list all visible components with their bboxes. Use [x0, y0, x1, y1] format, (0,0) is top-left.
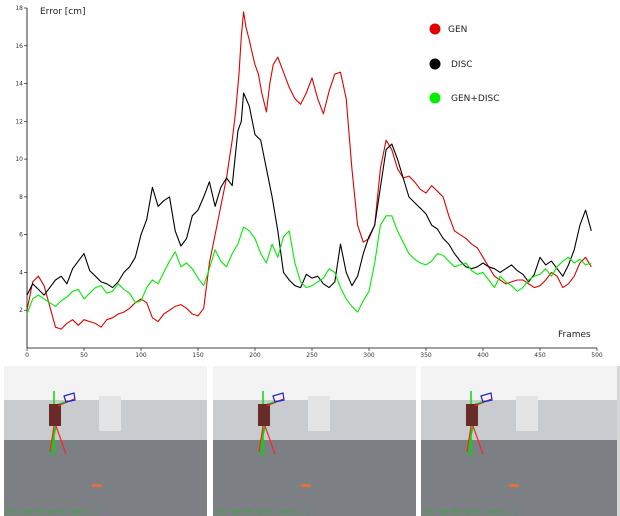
- x-tick-label: 100: [135, 352, 147, 359]
- x-tick-label: 250: [306, 352, 318, 359]
- video-frame-1: File: Frame 170 : part 4 : camera 1 : 1: [4, 366, 207, 516]
- series-line-disc: [26, 92, 592, 296]
- frame-overlay-text-1: File: Frame 170 : part 4 : camera 1 : 1: [6, 509, 101, 514]
- y-tick-label: 10: [15, 156, 23, 163]
- legend-label-gen-disc: GEN+DISC: [451, 94, 500, 104]
- chart-ticks: 0 50 100 150 200 250 300 350 400 450 500 2 4 6 8 10 12 14…: [15, 5, 603, 359]
- x-axis-label: Frames: [558, 330, 591, 340]
- legend-label-disc: DISC: [451, 60, 473, 70]
- error-line-chart: 0 50 100 150 200 250 300 350 400 450 500 2 4 6 8 10 12 14…: [15, 5, 603, 359]
- y-tick-label: 6: [19, 232, 23, 239]
- y-tick-label: 12: [15, 118, 23, 125]
- series-line-gen: [26, 11, 592, 330]
- chart-series-lines: [26, 11, 592, 330]
- series-line-gen-disc: [26, 215, 592, 315]
- x-tick-label: 0: [25, 352, 29, 359]
- frame-overlay-text-3: File: Frame 280 : part 4 : camera 1 : 1: [423, 509, 518, 514]
- video-frame-2: File: Frame 190 : part 4 : camera 1 : 1: [213, 366, 416, 516]
- legend-marker-gen-disc: [429, 92, 441, 104]
- y-tick-label: 14: [15, 81, 23, 88]
- x-tick-label: 400: [477, 352, 489, 359]
- y-tick-label: 8: [19, 194, 23, 201]
- video-frame-3: File: Frame 280 : part 4 : camera 1 : 1: [421, 366, 620, 516]
- chart-legend: GEN DISC GEN+DISC: [429, 23, 500, 104]
- legend-marker-gen: [429, 23, 441, 35]
- legend-label-gen: GEN: [448, 25, 467, 35]
- x-tick-label: 150: [192, 352, 204, 359]
- y-tick-label: 4: [19, 269, 23, 276]
- chart-axes: [26, 8, 597, 349]
- y-tick-label: 2: [19, 307, 23, 314]
- x-tick-label: 200: [249, 352, 261, 359]
- legend-marker-disc: [429, 58, 441, 70]
- video-frames-strip: File: Frame 170 : part 4 : camera 1 : 1 …: [0, 366, 620, 516]
- y-tick-label: 18: [15, 5, 23, 12]
- y-tick-label: 16: [15, 43, 23, 50]
- x-tick-label: 500: [591, 352, 603, 359]
- x-tick-label: 50: [80, 352, 88, 359]
- frame-overlay-text-2: File: Frame 190 : part 4 : camera 1 : 1: [215, 509, 310, 514]
- y-axis-label: Error [cm]: [40, 7, 86, 17]
- x-tick-label: 450: [534, 352, 546, 359]
- x-tick-label: 350: [420, 352, 432, 359]
- x-tick-label: 300: [363, 352, 375, 359]
